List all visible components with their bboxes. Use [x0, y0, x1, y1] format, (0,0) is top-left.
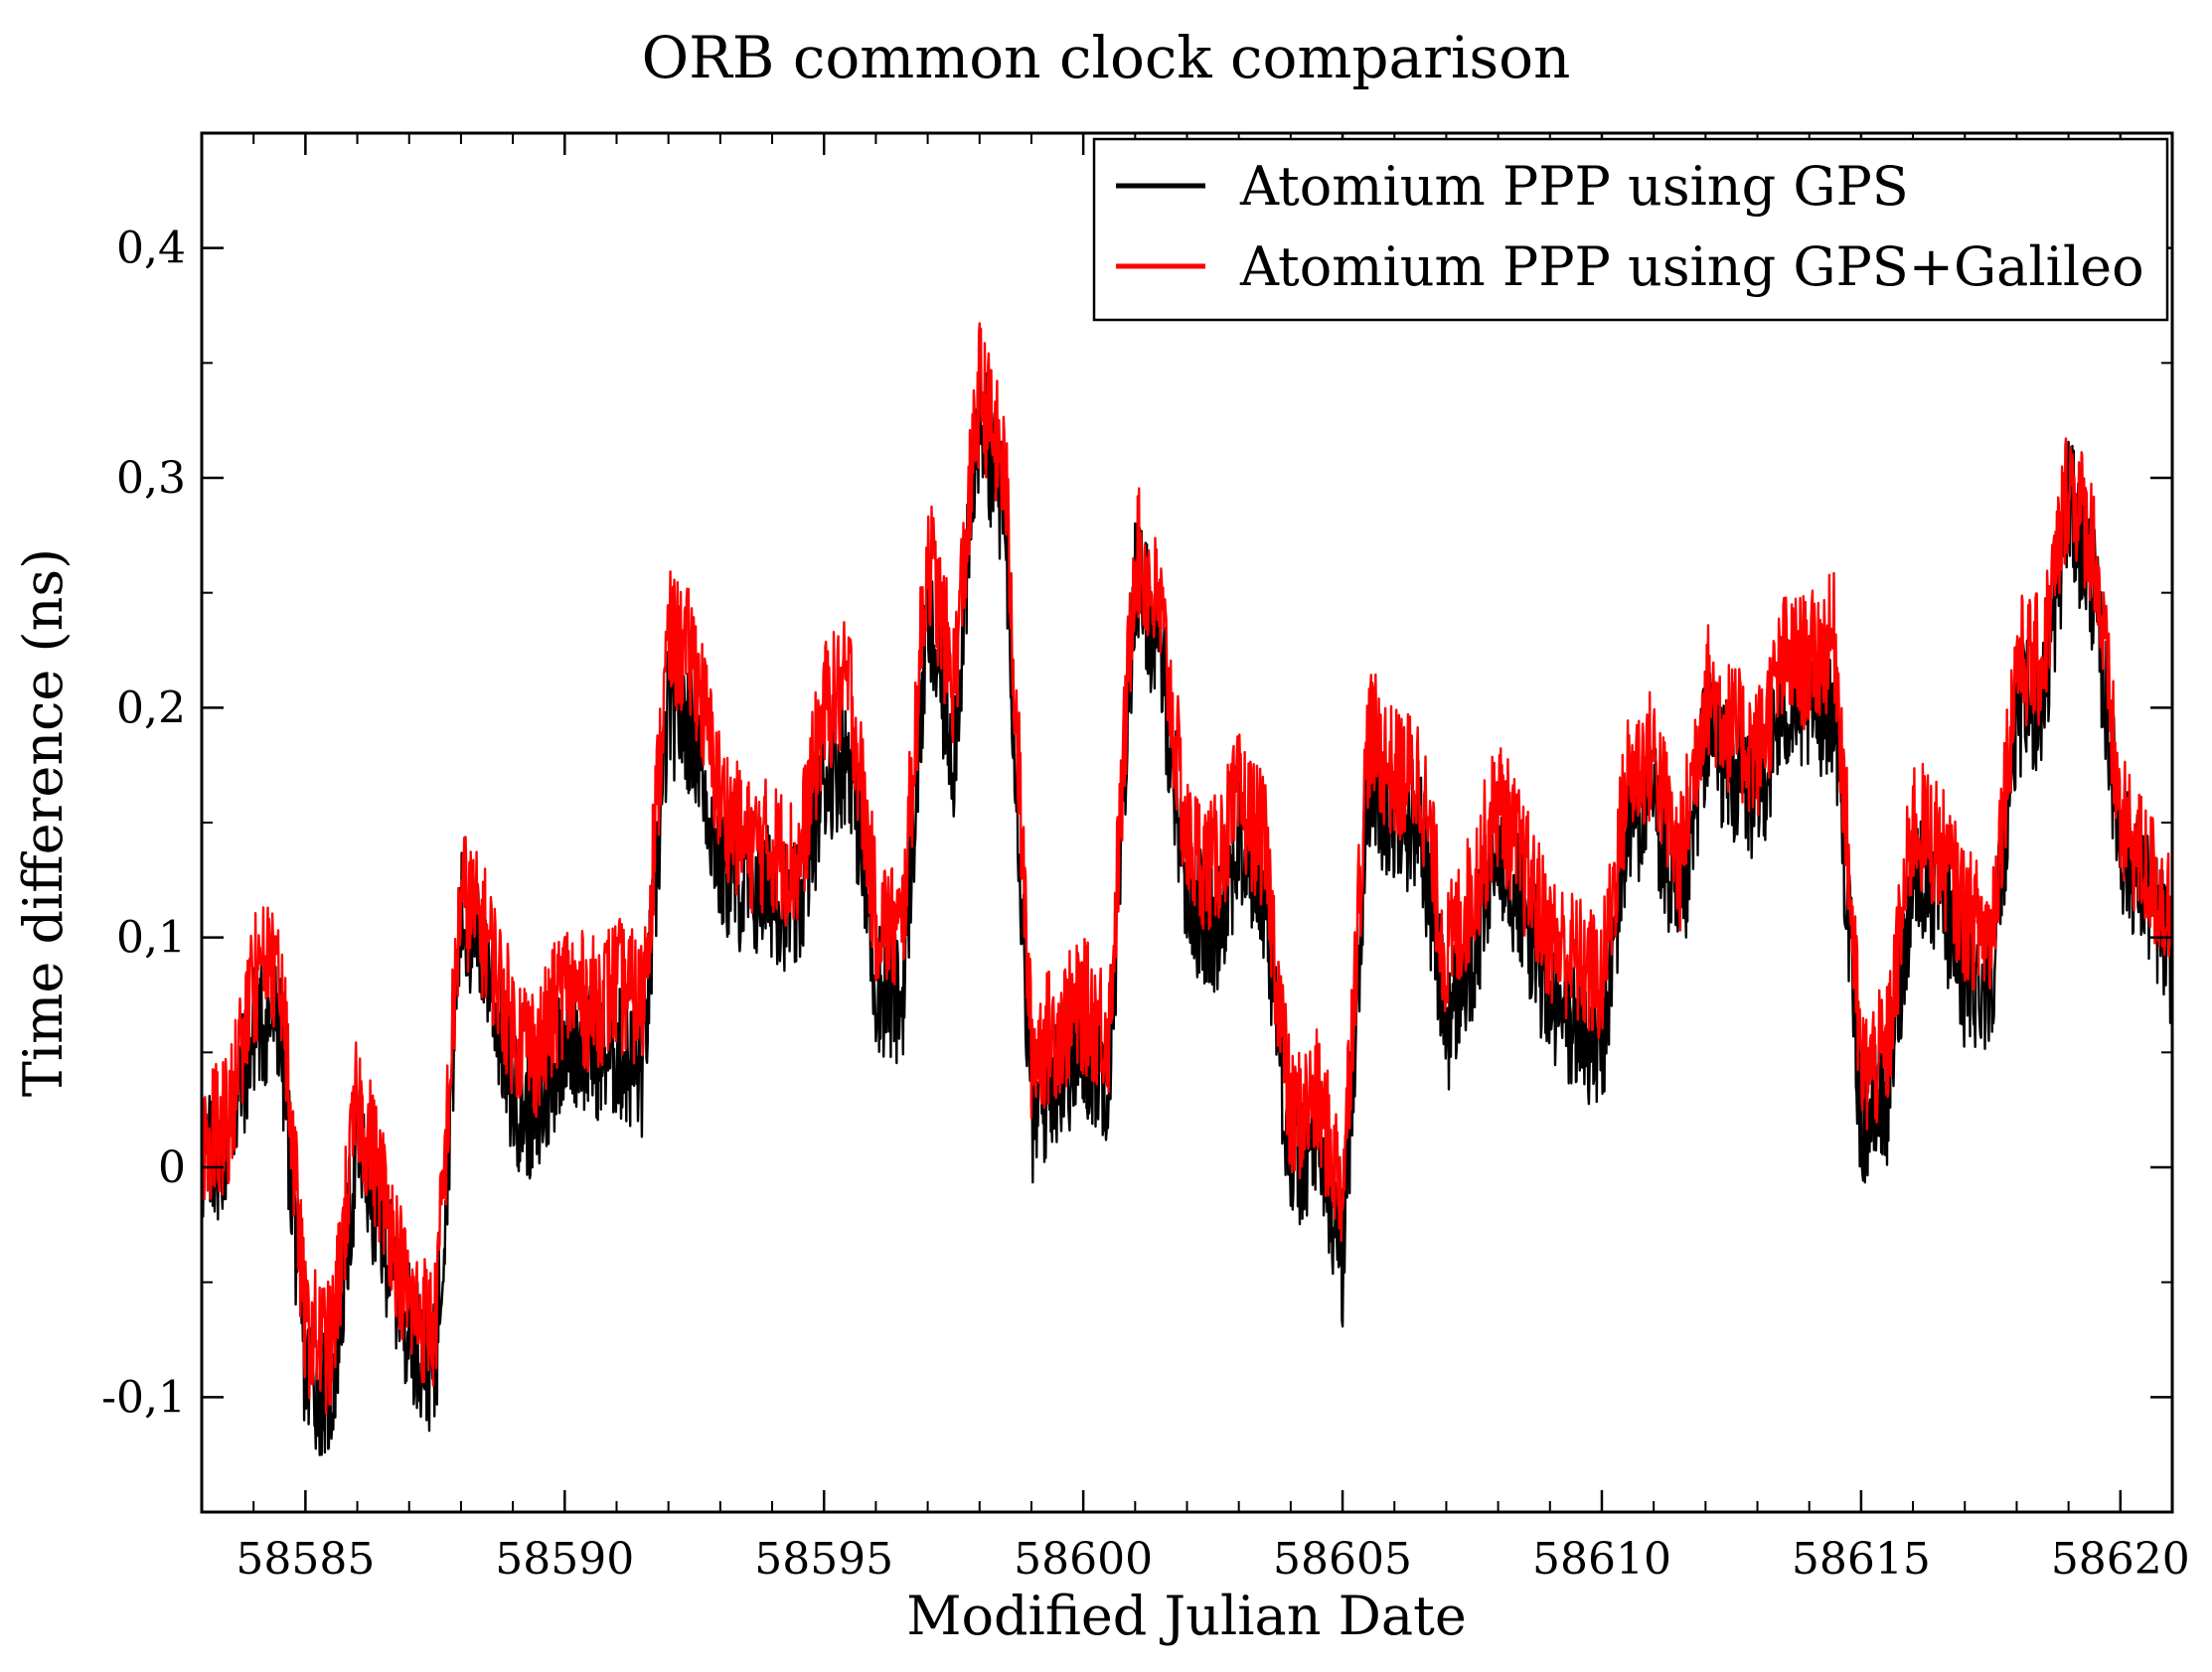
x-tick-label: 58610: [1532, 1534, 1671, 1585]
y-axis-label: Time difference (ns): [12, 548, 75, 1097]
y-tick-label: 0: [158, 1142, 186, 1193]
y-tick-label: 0,3: [116, 453, 186, 504]
legend: Atomium PPP using GPS Atomium PPP using …: [1092, 137, 2169, 322]
x-tick-label: 58620: [2051, 1534, 2190, 1585]
y-tick-label: 0,2: [116, 683, 186, 733]
series-gps-galileo-line: [202, 322, 2172, 1416]
y-axis: -0,1 0 0,1 0,2 0,3 0,4: [101, 132, 2172, 1513]
plot-area: [200, 131, 2174, 1514]
legend-label-gps: Atomium PPP using GPS: [1239, 155, 1909, 218]
series-gps-line: [202, 342, 2172, 1456]
legend-label-gps-galileo: Atomium PPP using GPS+Galileo: [1239, 235, 2144, 298]
x-tick-label: 58595: [754, 1534, 893, 1585]
y-tick-label: -0,1: [101, 1372, 186, 1423]
x-axis: 58585 58590 58595 58600 58605 58610 58615 58620: [201, 133, 2190, 1585]
x-tick-label: 58585: [236, 1534, 375, 1585]
legend-box: [1092, 137, 2169, 322]
series-group: [202, 322, 2172, 1456]
x-axis-label: Modified Julian Date: [906, 1585, 1467, 1647]
x-tick-label: 58600: [1014, 1534, 1153, 1585]
x-tick-label: 58615: [1792, 1534, 1931, 1585]
y-tick-label: 0,1: [116, 913, 186, 964]
x-tick-label: 58605: [1273, 1534, 1412, 1585]
y-tick-label: 0,4: [116, 224, 186, 274]
x-tick-label: 58590: [495, 1534, 634, 1585]
chart-title: ORB common clock comparison: [642, 24, 1571, 91]
